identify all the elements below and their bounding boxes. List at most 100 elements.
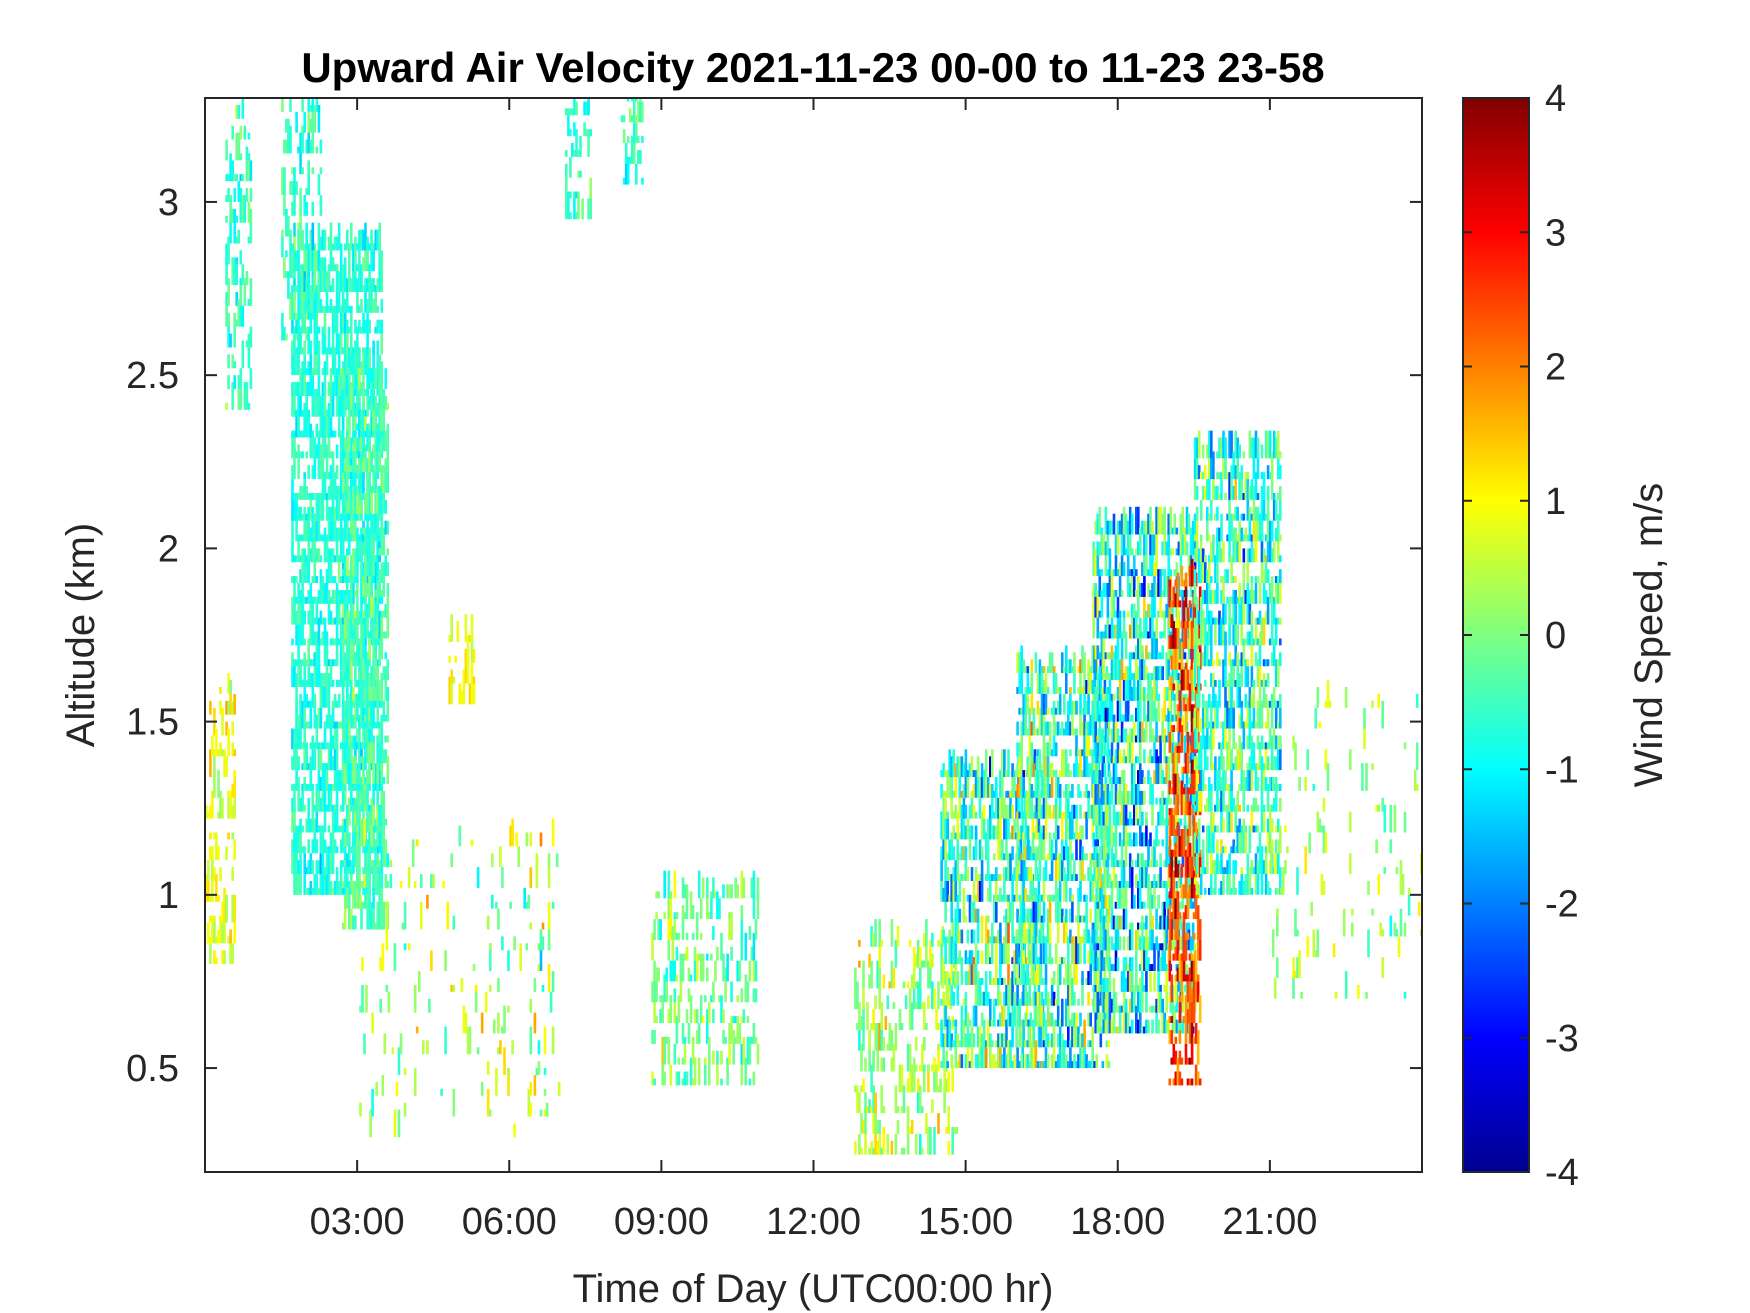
heatmap-cell	[699, 995, 703, 1023]
heatmap-cell	[464, 1012, 468, 1034]
heatmap-cell	[225, 846, 228, 861]
heatmap-cell	[980, 1033, 984, 1048]
heatmap-cell	[991, 1040, 994, 1048]
heatmap-cell	[1139, 617, 1142, 639]
heatmap-cell	[1079, 1047, 1082, 1069]
heatmap-cell	[362, 569, 365, 577]
heatmap-cell	[1091, 874, 1094, 902]
heatmap-cell	[378, 770, 381, 791]
heatmap-cell	[333, 728, 337, 750]
heatmap-cell	[1028, 846, 1032, 861]
heatmap-cell	[352, 375, 355, 390]
heatmap-cell	[247, 402, 251, 410]
heatmap-cell	[354, 437, 357, 452]
heatmap-cell	[1112, 569, 1116, 577]
heatmap-cell	[724, 1036, 727, 1044]
heatmap-cell	[313, 693, 317, 708]
heatmap-cell	[350, 382, 353, 389]
heatmap-cell	[974, 770, 978, 798]
heatmap-cell	[1183, 693, 1187, 701]
heatmap-cell	[1087, 991, 1090, 1006]
heatmap-cell	[295, 409, 298, 438]
heatmap-cell	[239, 278, 243, 286]
heatmap-cell	[462, 669, 466, 684]
heatmap-cell	[448, 635, 451, 642]
heatmap-cell	[880, 1023, 883, 1051]
heatmap-cell	[1143, 527, 1146, 556]
heatmap-cell	[1126, 881, 1130, 888]
heatmap-cell	[1073, 832, 1076, 840]
heatmap-cell	[989, 811, 992, 840]
heatmap-cell	[1063, 978, 1066, 985]
heatmap-cell	[360, 742, 363, 771]
heatmap-cell	[579, 170, 582, 178]
heatmap-cell	[1175, 881, 1179, 888]
heatmap-cell	[309, 659, 313, 667]
heatmap-cell	[870, 1106, 873, 1114]
heatmap-cell	[1191, 742, 1195, 764]
heatmap-cell	[890, 1030, 894, 1051]
heatmap-cell	[380, 416, 384, 431]
heatmap-cell	[1085, 784, 1088, 798]
heatmap-cell	[430, 874, 433, 888]
heatmap-cell	[346, 693, 349, 722]
heatmap-cell	[902, 1147, 906, 1155]
heatmap-cell	[1102, 957, 1106, 972]
heatmap-cell	[1050, 763, 1054, 778]
heatmap-cell	[1163, 901, 1166, 930]
heatmap-cell	[307, 638, 310, 667]
heatmap-cell	[1141, 853, 1144, 868]
heatmap-cell	[297, 493, 300, 500]
heatmap-cell	[331, 451, 335, 459]
heatmap-cell	[1039, 964, 1043, 985]
heatmap-cell	[874, 919, 877, 947]
heatmap-cell	[1106, 569, 1110, 577]
heatmap-cell	[331, 576, 335, 583]
heatmap-cell	[882, 1127, 886, 1134]
heatmap-cell	[1034, 901, 1038, 923]
heatmap-cell	[1038, 1026, 1042, 1048]
heatmap-cell	[1104, 998, 1108, 1013]
heatmap-cell	[1143, 687, 1146, 701]
heatmap-cell	[299, 292, 302, 320]
heatmap-cell	[962, 811, 966, 840]
heatmap-cell	[1143, 520, 1146, 535]
heatmap-cell	[303, 402, 306, 417]
heatmap-cell	[854, 988, 857, 1010]
heatmap-cell	[1165, 797, 1168, 805]
heatmap-cell	[356, 610, 359, 618]
heatmap-cell	[1094, 839, 1097, 847]
heatmap-cell	[346, 714, 349, 729]
heatmap-cell	[343, 506, 347, 535]
heatmap-cell	[856, 1085, 859, 1114]
heatmap-cell	[317, 590, 321, 604]
heatmap-cell	[1100, 527, 1104, 535]
heatmap-cell	[966, 818, 970, 840]
heatmap-cell	[293, 292, 296, 313]
heatmap-cell	[728, 912, 731, 940]
heatmap-cell	[227, 319, 230, 348]
heatmap-cell	[1083, 874, 1086, 881]
heatmap-cell	[317, 825, 321, 833]
heatmap-cell	[958, 777, 962, 798]
heatmap-cell	[297, 146, 300, 154]
heatmap-cell	[1177, 818, 1181, 826]
heatmap-cell	[954, 908, 958, 923]
heatmap-cell	[1157, 943, 1160, 951]
heatmap-cell	[372, 423, 375, 438]
heatmap-cell	[626, 156, 630, 185]
heatmap-cell	[1077, 922, 1080, 944]
heatmap-cell	[319, 298, 323, 313]
heatmap-cell	[348, 368, 351, 389]
heatmap-cell	[567, 108, 570, 116]
heatmap-cell	[1094, 804, 1097, 826]
heatmap-cell	[1110, 728, 1114, 743]
heatmap-cell	[919, 988, 922, 1010]
heatmap-cell	[1024, 790, 1027, 798]
heatmap-cell	[368, 527, 371, 556]
heatmap-cell	[362, 777, 365, 784]
heatmap-cell	[1081, 770, 1084, 777]
heatmap-cell	[382, 423, 386, 452]
heatmap-cell	[966, 867, 970, 881]
heatmap-cell	[370, 409, 373, 438]
